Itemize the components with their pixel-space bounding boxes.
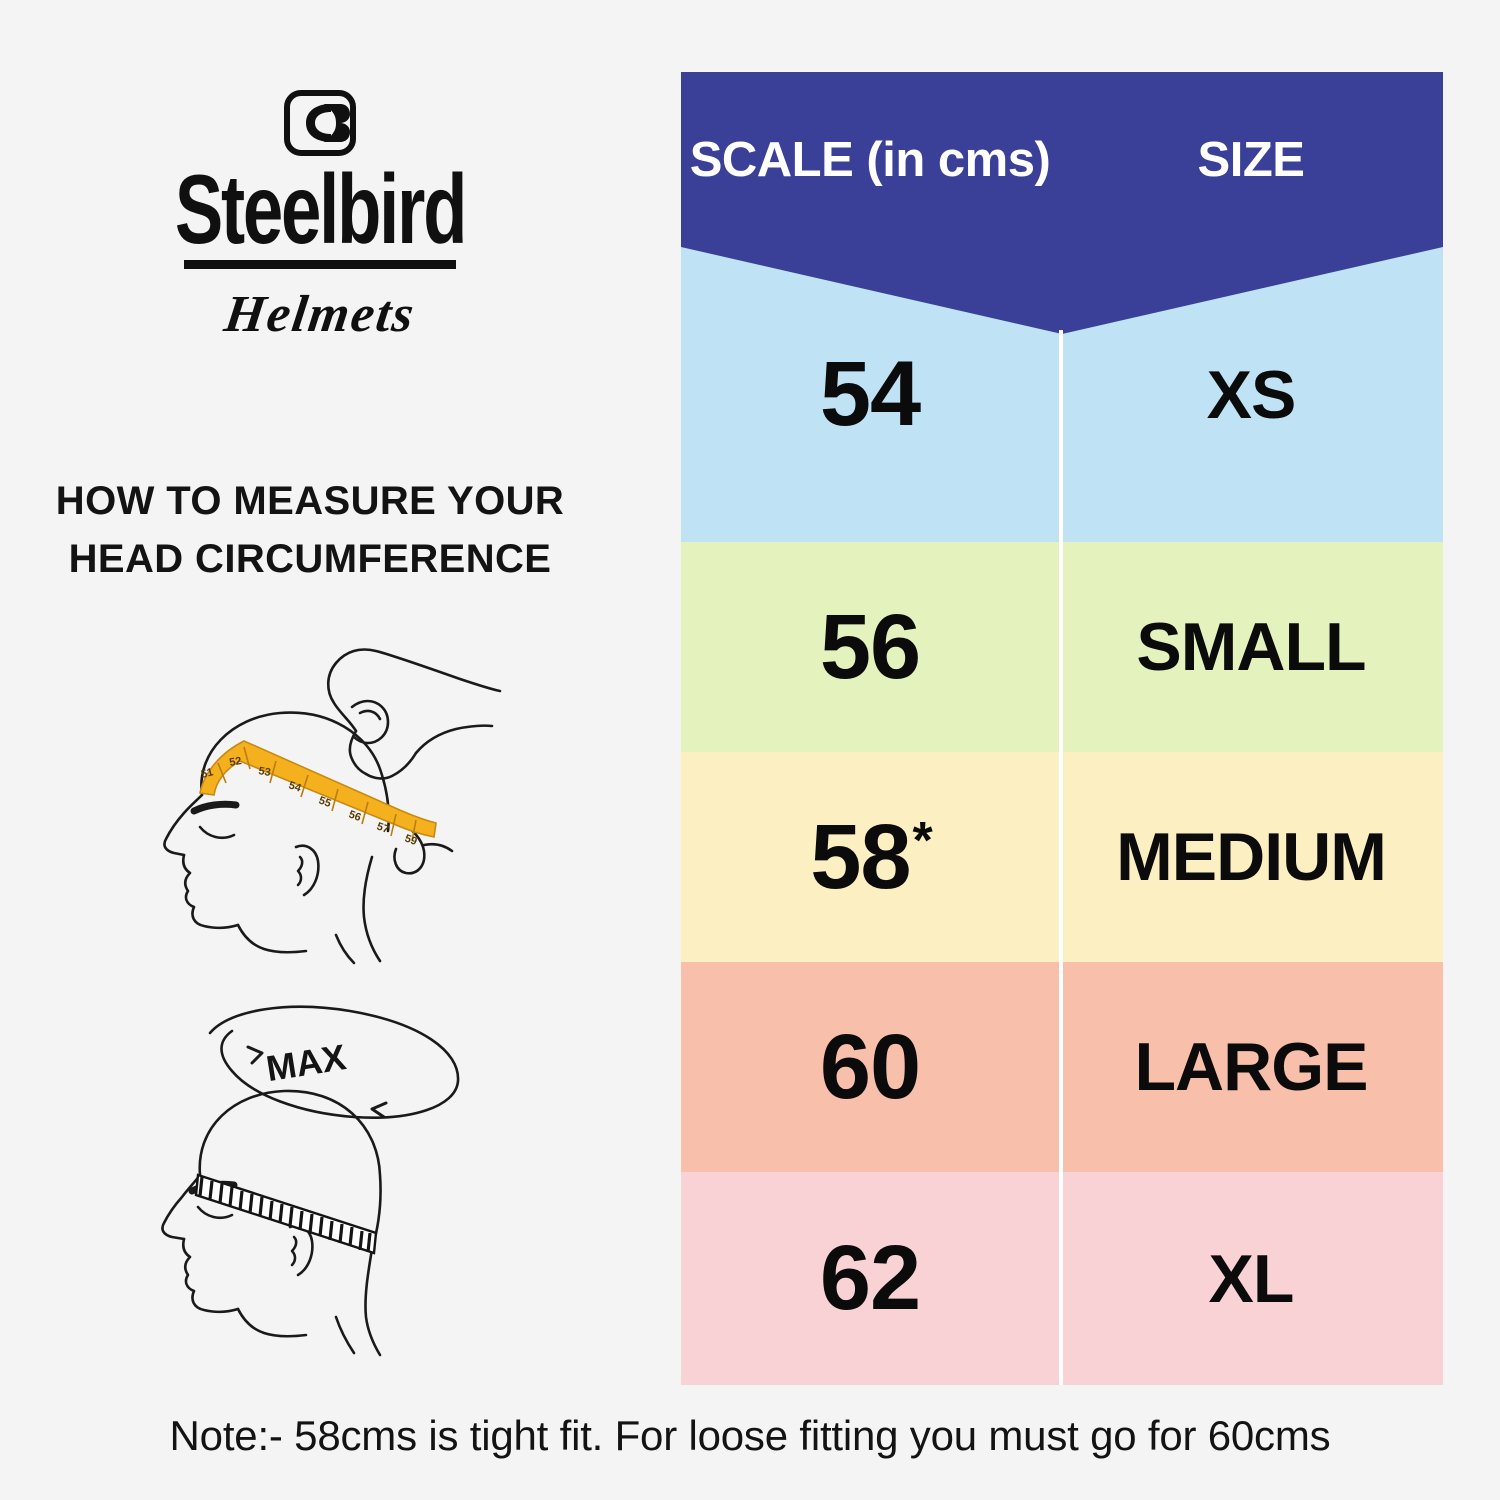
measure-heading-line2: HEAD CIRCUMFERENCE [68,537,552,581]
measure-heading: HOW TO MEASURE YOUR HEAD CIRCUMFERENCE [0,472,620,588]
cell-scale: 56 [681,542,1059,752]
svg-text:53: 53 [257,765,271,779]
cell-scale: 58 * [810,805,933,908]
brand-subtitle: Helmets [220,286,420,343]
scale-value: 58 [810,805,911,908]
head-profile-with-measuring-tape: 51 52 53 54 55 56 57 59 [163,648,502,965]
brand-logo: Steelbird Helmets [0,90,640,344]
max-band [194,1173,378,1255]
head-profile-with-max-band: MAX [161,1005,460,1357]
svg-text:57: 57 [375,821,391,836]
svg-text:59: 59 [403,833,419,848]
svg-text:54: 54 [287,779,303,794]
brand-wordmark: Steelbird [174,154,468,264]
svg-text:56: 56 [347,809,363,824]
note-text: Note:- 58cms is tight fit. For loose fit… [169,1412,1331,1459]
left-panel: Steelbird Helmets HOW TO MEASURE YOUR HE… [0,0,640,1400]
svg-text:52: 52 [228,755,242,769]
size-chart-table: SCALE (in cms) SIZE 54 XS 56 SMALL 58 * M… [681,72,1443,1385]
measure-heading-line1: HOW TO MEASURE YOUR [55,479,565,523]
column-divider [1059,330,1063,1385]
cell-scale: 54 [681,247,1059,542]
cell-size: MEDIUM [1116,819,1387,895]
cell-scale: 60 [681,962,1059,1172]
brand-underline-rule [184,260,456,269]
table-header-banner [681,72,1443,334]
svg-text:51: 51 [200,766,215,781]
measuring-tape-band: 51 52 53 54 55 56 57 59 [199,740,437,848]
header-chevron-shape [681,72,1443,334]
cell-size: XL [1208,1240,1295,1317]
cell-size: LARGE [1134,1029,1369,1105]
scale-value: 54 [819,343,921,445]
scale-value: 56 [819,595,921,698]
cell-scale: 62 [681,1172,1059,1385]
scale-value: 62 [819,1227,921,1329]
steelbird-c-monogram-icon [284,90,356,156]
scale-value: 60 [819,1015,921,1118]
svg-text:55: 55 [317,795,333,810]
cell-size: XS [1206,356,1297,433]
cell-size: SMALL [1136,609,1366,685]
max-label-text: MAX [263,1036,348,1089]
